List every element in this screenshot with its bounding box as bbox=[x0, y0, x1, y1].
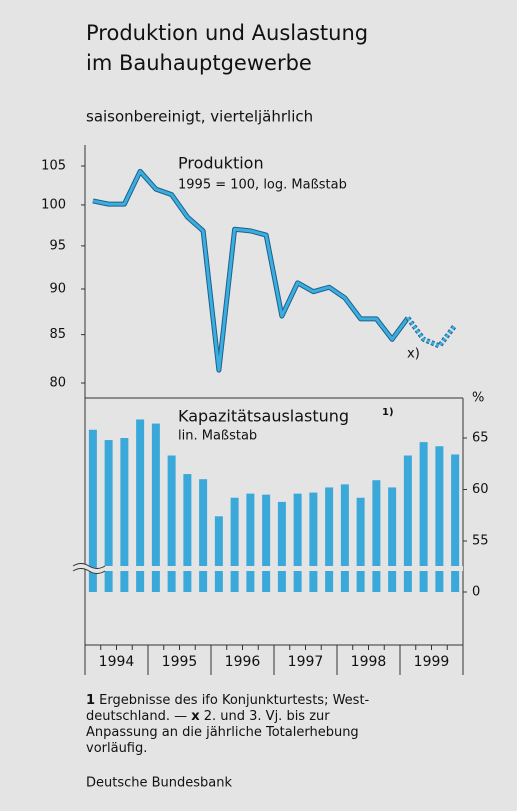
bar bbox=[88, 429, 97, 592]
line bbox=[406, 317, 457, 348]
y-tick-label: 95 bbox=[49, 238, 66, 253]
bar bbox=[246, 493, 255, 592]
unit-label: % bbox=[472, 391, 484, 406]
annotation: x) bbox=[407, 347, 420, 362]
bar bbox=[356, 497, 365, 592]
bar bbox=[451, 454, 460, 592]
chart-title: Produktion und Auslastung bbox=[86, 21, 368, 45]
x-tick-label: 1996 bbox=[225, 654, 261, 670]
x-tick-label: 1997 bbox=[288, 654, 324, 670]
bar bbox=[167, 455, 176, 592]
subtitle: saisonbereinigt, vierteljährlich bbox=[86, 108, 313, 126]
annotation: 1995 = 100, log. Maßstab bbox=[178, 178, 347, 193]
footnote-line: vorläufig. bbox=[86, 741, 147, 756]
annotation: lin. Maßstab bbox=[178, 429, 257, 444]
footnote-text: Ergebnisse des ifo Konjunkturtests; West… bbox=[95, 693, 370, 708]
y-tick-label: 90 bbox=[49, 282, 66, 297]
y-tick-label: 80 bbox=[49, 376, 66, 391]
y-tick-label: 65 bbox=[472, 431, 489, 446]
bar bbox=[262, 494, 271, 592]
y-tick-label: 105 bbox=[41, 159, 66, 174]
footnote-text: x bbox=[191, 709, 200, 724]
footnote-text: vorläufig. bbox=[86, 741, 147, 756]
bar bbox=[120, 438, 129, 592]
footnote-text: 2. und 3. Vj. bis zur bbox=[200, 709, 331, 724]
source: Deutsche Bundesbank bbox=[86, 776, 233, 791]
footnote-line: deutschland. — x 2. und 3. Vj. bis zur bbox=[86, 709, 330, 724]
bar bbox=[403, 455, 412, 592]
axis-break bbox=[73, 563, 463, 574]
y-tick-label: 55 bbox=[472, 534, 489, 549]
y-tick-label: 85 bbox=[49, 327, 66, 342]
bar bbox=[277, 501, 286, 592]
bar bbox=[419, 442, 428, 592]
axis-break-line bbox=[72, 563, 106, 574]
y-tick-label: 0 bbox=[472, 585, 480, 600]
line bbox=[92, 169, 410, 372]
annotation: Produktion bbox=[178, 154, 264, 173]
x-tick-label: 1994 bbox=[99, 654, 135, 670]
line-outline bbox=[92, 168, 410, 373]
x-tick-label: 1995 bbox=[162, 654, 198, 670]
line-outline bbox=[405, 316, 458, 349]
bar bbox=[136, 419, 145, 592]
chart-title: im Bauhauptgewerbe bbox=[86, 51, 312, 75]
footnote-text: Anpassung an die jährliche Totalerhebung bbox=[86, 725, 359, 740]
bar bbox=[372, 480, 381, 592]
bar bbox=[199, 479, 208, 592]
y-tick-label: 100 bbox=[41, 197, 66, 212]
bar bbox=[388, 487, 397, 592]
annotation: 1) bbox=[382, 407, 394, 418]
bar bbox=[151, 423, 160, 592]
x-tick-label: 1998 bbox=[351, 654, 387, 670]
bar bbox=[104, 440, 113, 592]
bar bbox=[435, 446, 444, 592]
bar bbox=[340, 484, 349, 592]
bar bbox=[183, 474, 192, 592]
bar bbox=[214, 516, 223, 592]
y-tick-label: 60 bbox=[472, 482, 489, 497]
footnote-text: 1 bbox=[86, 693, 95, 708]
footnote-text: deutschland. — bbox=[86, 709, 191, 724]
footnote-line: Anpassung an die jährliche Totalerhebung bbox=[86, 725, 359, 740]
bar bbox=[230, 497, 239, 592]
annotation: Kapazitätsauslastung bbox=[178, 407, 349, 426]
footnote: 1 Ergebnisse des ifo Konjunkturtests; We… bbox=[86, 693, 370, 756]
bar bbox=[293, 493, 302, 592]
bar bbox=[325, 487, 334, 592]
footnote-line: 1 Ergebnisse des ifo Konjunkturtests; We… bbox=[86, 693, 370, 708]
x-tick-label: 1999 bbox=[414, 654, 450, 670]
bar bbox=[309, 492, 318, 592]
